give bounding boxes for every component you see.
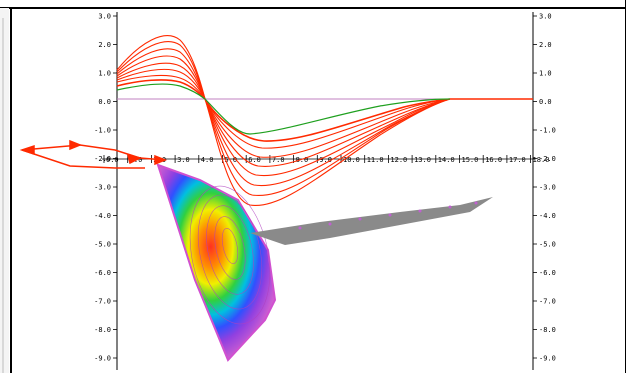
right-axis-tick-label: -5.0 [539,241,556,249]
red-arrow-markers [19,139,168,169]
left-axis-tick-label: 2.0 [98,41,111,49]
right-axis-tick-label: 2.0 [539,41,552,49]
curve-1 [116,35,533,207]
left-axis-tick-label: -8.0 [94,326,111,334]
right-axis-tick-label: -7.0 [539,298,556,306]
left-axis-tick-label: -4.0 [94,212,111,220]
left-axis-tick-label: -3.0 [94,184,111,192]
left-axis-tick-label: -6.0 [94,269,111,277]
x-axis-tick-label: 7.0 [272,156,285,164]
right-axis-tick-label: -9.0 [539,355,556,363]
x-axis-tick-label: 4.0 [201,156,214,164]
reference-curve [116,83,451,135]
curve-2 [116,41,533,197]
x-axis-tick-label: 11.0 [367,156,384,164]
curve-8 [116,79,533,142]
x-axis-tick-label: 17.0 [509,156,526,164]
contour-surface [156,163,277,362]
x-axis-tick-label: 0.0 [106,156,119,164]
x-axis-tick-label: 3.0 [177,156,190,164]
curve-5 [116,62,533,167]
curve-7 [116,74,533,149]
x-axis: 0.01.02.03.04.05.06.07.08.09.010.011.012… [102,155,549,164]
right-axis-tick-label: -3.0 [539,184,556,192]
curve-4 [116,55,533,177]
x-axis-tick-label: 6.0 [248,156,261,164]
right-axis-tick-label: -1.0 [539,127,556,135]
left-axis-tick-label: -1.0 [94,127,111,135]
left-axis-tick-label: 3.0 [98,13,111,21]
x-axis-tick-label: 12.0 [390,156,407,164]
x-axis-tick-label: 9.0 [319,156,332,164]
right-axis-tick-label: -2.0 [539,155,556,163]
left-axis-tick-label: 0.0 [98,98,111,106]
x-axis-tick-label: 8.0 [296,156,309,164]
x-axis-tick-label: 15.0 [462,156,479,164]
x-axis-tick-label: 16.0 [485,156,502,164]
right-axis-tick-label: -6.0 [539,269,556,277]
right-axis-tick-label: 3.0 [539,13,552,21]
right-axis-tick-label: -4.0 [539,212,556,220]
x-axis-tick-label: 14.0 [438,156,455,164]
left-axis-tick-label: -5.0 [94,241,111,249]
left-axis-tick-label: 1.0 [98,70,111,78]
left-axis-tick-label: -7.0 [94,298,111,306]
response-curves [116,35,533,207]
x-axis-tick-label: 13.0 [414,156,431,164]
right-axis: 3.0 2.0 1.0 0.0 -1.0 -2.0 -3.0 -4.0 -5.0 -6.0 -7.0… [532,12,556,370]
curve-6 [116,68,533,158]
x-axis-tick-label: 5.0 [225,156,238,164]
left-axis-tick-label: -9.0 [94,355,111,363]
x-axis-tick-label: 10.0 [343,156,360,164]
right-axis-tick-label: 1.0 [539,70,552,78]
curve-3 [116,48,533,187]
shadow-surface [250,197,493,245]
right-axis-tick-label: 0.0 [539,98,552,106]
right-axis-tick-label: -8.0 [539,326,556,334]
x-axis-tick-label: 18.0 [533,156,550,164]
left-axis: 3.02.01.00.0-1.0-2.0-3.0-4.0-5.0-6.0-7.0… [94,12,118,370]
